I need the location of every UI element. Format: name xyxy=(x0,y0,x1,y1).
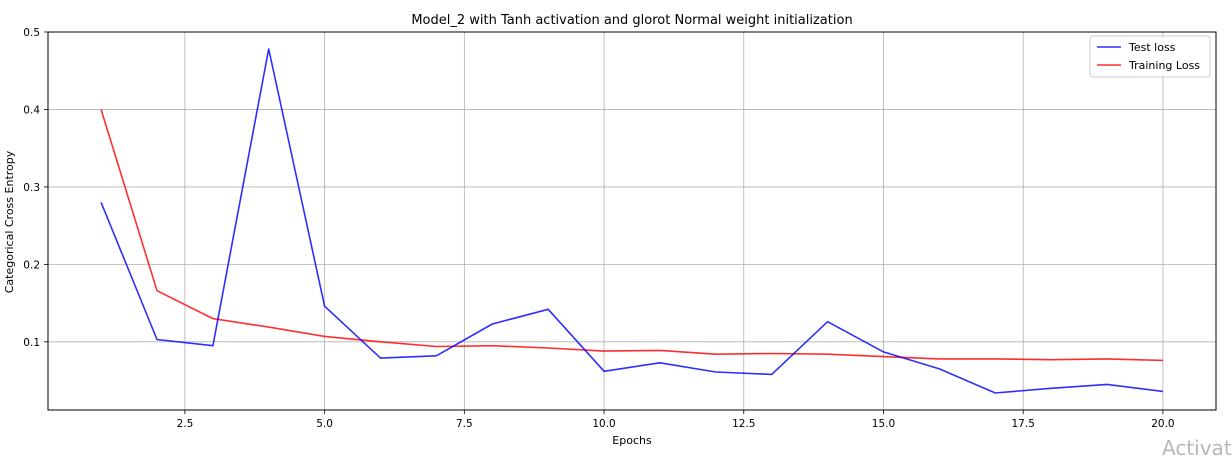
y-tick-label: 0.3 xyxy=(23,182,40,194)
activation-watermark-text: Activat xyxy=(1162,436,1232,460)
legend-label-test-loss: Test loss xyxy=(1128,41,1176,54)
plot-frame xyxy=(47,31,1217,411)
y-axis-ticks: 0.1 0.2 0.3 0.4 0.5 xyxy=(23,27,48,349)
legend-label-training-loss: Training Loss xyxy=(1128,59,1200,72)
x-tick-label: 17.5 xyxy=(1012,418,1035,430)
x-tick-label: 10.0 xyxy=(592,418,615,430)
x-tick-label: 15.0 xyxy=(872,418,895,430)
y-tick-label: 0.5 xyxy=(23,27,40,39)
series-line-test-loss xyxy=(100,48,1163,394)
y-tick-label: 0.4 xyxy=(23,104,40,116)
x-tick-label: 7.5 xyxy=(456,418,473,430)
y-tick-label: 0.2 xyxy=(23,259,40,271)
y-tick-label: 0.1 xyxy=(23,337,40,349)
series-line-training-loss xyxy=(100,109,1163,362)
x-tick-label: 2.5 xyxy=(177,418,194,430)
legend: Test loss Training Loss xyxy=(1089,35,1211,78)
x-axis-ticks: 2.5 5.0 7.5 10.0 12.5 15.0 17.5 20.0 xyxy=(177,410,1175,430)
x-tick-label: 20.0 xyxy=(1151,418,1174,430)
x-tick-label: 5.0 xyxy=(316,418,333,430)
series-lines xyxy=(100,48,1163,394)
x-axis-label: Epochs xyxy=(612,434,652,447)
x-tick-label: 12.5 xyxy=(732,418,755,430)
chart-title: Model_2 with Tanh activation and glorot … xyxy=(411,13,852,28)
y-axis-label: Categorical Cross Entropy xyxy=(3,150,16,293)
